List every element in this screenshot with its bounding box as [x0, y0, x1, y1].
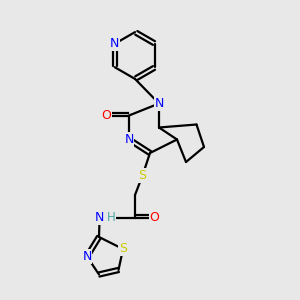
Text: O: O	[102, 109, 111, 122]
Text: N: N	[124, 133, 134, 146]
Text: S: S	[119, 242, 127, 256]
Text: N: N	[82, 250, 92, 263]
Text: N: N	[95, 211, 104, 224]
Text: S: S	[139, 169, 146, 182]
Text: H: H	[106, 211, 116, 224]
Text: N: N	[110, 37, 119, 50]
Text: O: O	[150, 211, 159, 224]
Text: N: N	[154, 97, 164, 110]
